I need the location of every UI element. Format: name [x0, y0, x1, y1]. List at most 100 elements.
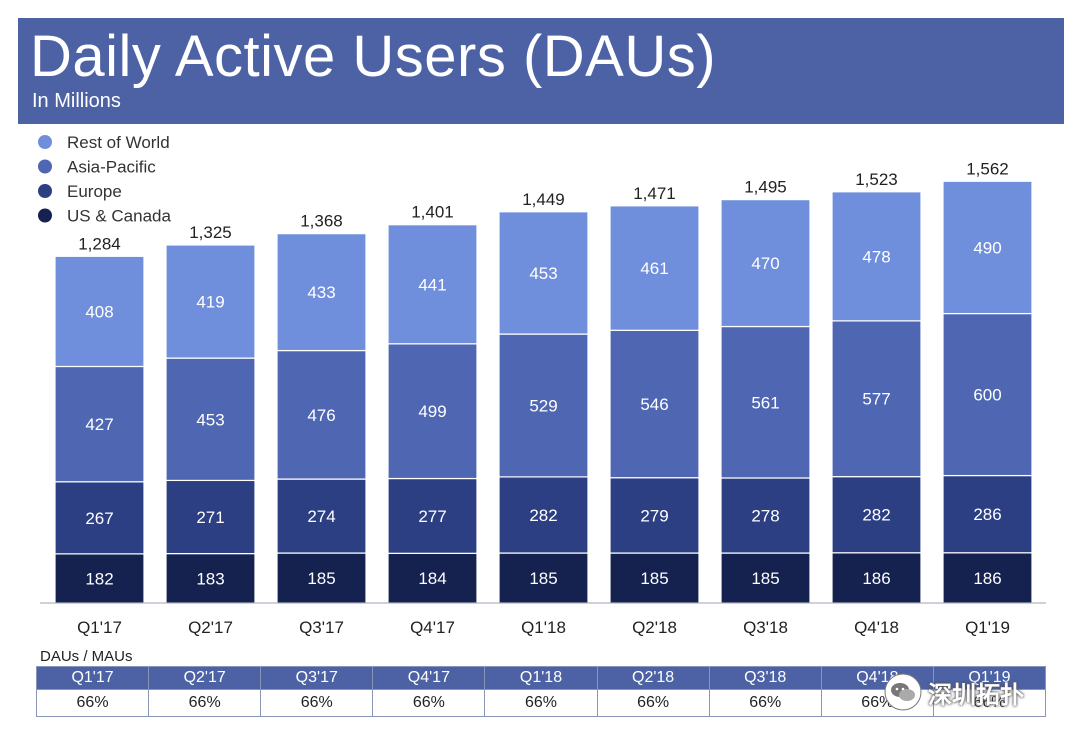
bar-segment-europe — [165, 479, 256, 555]
bar-group-q4-17: 184 277 499 441 1,401 Q4'17 — [387, 203, 478, 637]
data-label: 433 — [307, 283, 335, 302]
bar-segment-europe — [831, 476, 922, 554]
ratio-value-cell: 66% — [932, 689, 1047, 717]
bar-segment-asia-pacific — [498, 333, 589, 478]
bar-segment-rest-of-world — [831, 191, 922, 322]
x-tick-label: Q2'17 — [188, 618, 233, 637]
data-label: 277 — [418, 507, 446, 526]
ratio-value-cell: 66% — [708, 689, 822, 717]
ratio-value-cell: 66% — [372, 689, 486, 717]
legend-marker-europe — [38, 184, 52, 198]
total-label: 1,401 — [411, 203, 454, 222]
bar-segment-rest-of-world — [54, 255, 145, 368]
bar-segment-us-canada — [942, 552, 1033, 604]
data-label: 476 — [307, 406, 335, 425]
legend-label-asia-pacific: Asia-Pacific — [67, 158, 156, 177]
ratio-value-cell: 66% — [596, 689, 710, 717]
bar-segment-asia-pacific — [831, 320, 922, 478]
data-label: 186 — [862, 569, 890, 588]
legend-marker-us-canada — [38, 208, 52, 223]
legend-marker-rest-of-world — [38, 135, 52, 149]
total-label: 1,449 — [522, 190, 565, 209]
data-label: 183 — [196, 569, 224, 588]
data-label: 282 — [529, 506, 557, 525]
bar-segment-europe — [54, 481, 145, 555]
total-label: 1,562 — [966, 159, 1009, 178]
bar-segment-us-canada — [54, 553, 145, 604]
total-label: 1,325 — [189, 223, 232, 242]
ratio-value-cell: 66% — [35, 689, 150, 717]
bar-segment-europe — [498, 476, 589, 554]
bar-segment-us-canada — [276, 552, 367, 604]
bar-segment-us-canada — [720, 552, 811, 604]
ratio-table: Q1'17 Q2'17 Q3'17 Q4'17 Q1'18 Q2'18 Q3'18 Q4'18… — [35, 666, 1047, 717]
bar-segment-rest-of-world — [498, 211, 589, 335]
data-label: 529 — [529, 396, 557, 415]
data-label: 561 — [751, 393, 779, 412]
bar-segment-us-canada — [387, 552, 478, 604]
bar-segment-rest-of-world — [387, 224, 478, 345]
bar-segment-asia-pacific — [942, 312, 1033, 477]
bar-segment-asia-pacific — [387, 343, 478, 480]
data-label: 286 — [973, 505, 1001, 524]
bar-segment-asia-pacific — [609, 329, 700, 479]
bar-segment-europe — [609, 477, 700, 554]
data-label: 282 — [862, 506, 890, 525]
data-label: 453 — [529, 264, 557, 283]
x-tick-label: Q3'18 — [743, 618, 788, 637]
data-label: 470 — [751, 254, 779, 273]
ratio-value-cell: 66% — [820, 689, 934, 717]
bar-segment-us-canada — [498, 552, 589, 604]
legend-label-europe: Europe — [67, 182, 122, 201]
total-label: 1,471 — [633, 184, 676, 203]
ratio-quarter-cell: Q2'18 — [596, 666, 710, 690]
data-label: 441 — [418, 275, 446, 294]
bar-group-q4-18: 186 282 577 478 1,523 Q4'18 — [831, 170, 922, 637]
data-label: 185 — [307, 569, 335, 588]
data-label: 577 — [862, 390, 890, 409]
legend-marker-asia-pacific — [38, 159, 52, 174]
total-label: 1,523 — [855, 170, 898, 189]
data-label: 408 — [85, 302, 113, 321]
ratio-quarter-cell: Q2'17 — [148, 666, 262, 690]
watermark-text: 深圳拓扑 — [928, 681, 1024, 709]
chart-header: Daily Active Users (DAUs) In Millions — [18, 18, 1064, 124]
bar-segment-asia-pacific — [276, 349, 367, 480]
bar-segment-us-canada — [831, 552, 922, 604]
bars: 182 267 427 408 1,284 Q1'17 183 271 453 419 1,325 Q… — [54, 159, 1033, 637]
stacked-bar-chart: Rest of World Asia-Pacific Europe US & Cana… — [38, 133, 1046, 637]
chart-title: Daily Active Users (DAUs) — [30, 24, 717, 89]
data-label: 499 — [418, 402, 446, 421]
data-label: 271 — [196, 508, 224, 527]
ratio-quarter-cell: Q1'17 — [35, 666, 150, 690]
data-label: 267 — [85, 509, 113, 528]
data-label: 478 — [862, 247, 890, 266]
data-label: 185 — [751, 569, 779, 588]
ratio-table-value-row: 66% 66% 66% 66% 66% 66% 66% 66% 66% — [35, 689, 1047, 717]
bar-group-q1-18: 185 282 529 453 1,449 Q1'18 — [498, 190, 589, 637]
bar-segment-rest-of-world — [720, 199, 811, 328]
data-label: 490 — [973, 238, 1001, 257]
data-label: 185 — [640, 569, 668, 588]
data-label: 419 — [196, 293, 224, 312]
data-label: 274 — [307, 507, 335, 526]
legend-label-rest-of-world: Rest of World — [67, 133, 170, 152]
bar-group-q2-17: 183 271 453 419 1,325 Q2'17 — [165, 223, 256, 637]
chart-subtitle: In Millions — [32, 90, 121, 112]
bar-group-q1-19: 186 286 600 490 1,562 Q1'19 — [942, 159, 1033, 637]
data-label: 184 — [418, 569, 446, 588]
ratio-value-cell: 66% — [148, 689, 262, 717]
x-tick-label: Q3'17 — [299, 618, 344, 637]
bar-segment-europe — [942, 474, 1033, 554]
bar-segment-europe — [387, 477, 478, 554]
total-label: 1,368 — [300, 212, 343, 231]
watermark: 深圳拓扑 — [884, 672, 1054, 712]
total-label: 1,495 — [744, 178, 787, 197]
bar-group-q2-18: 185 279 546 461 1,471 Q2'18 — [609, 184, 700, 637]
ratio-value-cell: 66% — [484, 689, 598, 717]
bar-group-q3-18: 185 278 561 470 1,495 Q3'18 — [720, 178, 811, 637]
data-label: 461 — [640, 259, 668, 278]
bar-segment-rest-of-world — [165, 244, 256, 359]
x-tick-label: Q1'19 — [965, 618, 1010, 637]
data-label: 600 — [973, 386, 1001, 405]
